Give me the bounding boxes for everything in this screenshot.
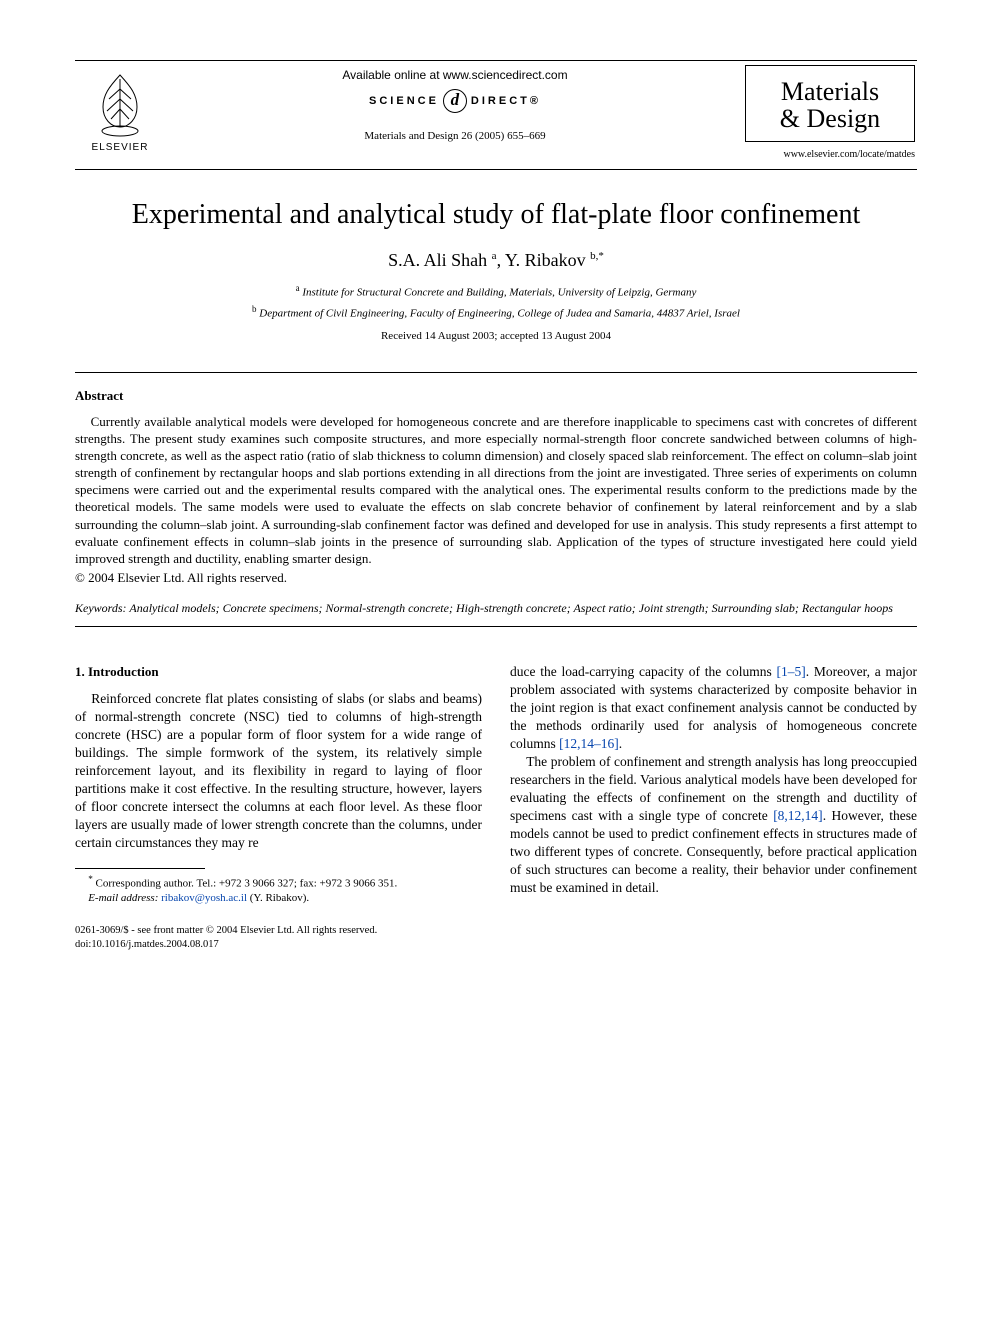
footnote-email-label: E-mail address: [88,892,158,904]
journal-title-line1: Materials [750,78,910,105]
available-online-text: Available online at www.sciencedirect.co… [165,67,745,83]
top-rule [75,60,917,61]
ref-link-12-14-16[interactable]: [12,14–16] [559,736,619,751]
ref-link-8-12-14[interactable]: [8,12,14] [773,808,823,823]
authors-line: S.A. Ali Shah a, Y. Ribakov b,* [75,248,917,272]
publisher-name: ELSEVIER [75,141,165,155]
keywords-text: Analytical models; Concrete specimens; N… [129,601,893,615]
publisher-logo-block: ELSEVIER [75,65,165,155]
front-matter-block: 0261-3069/$ - see front matter © 2004 El… [75,924,482,951]
body-columns: 1. Introduction Reinforced concrete flat… [75,663,917,951]
keywords-label: Keywords: [75,601,127,615]
header-row: ELSEVIER Available online at www.science… [75,65,917,161]
sciencedirect-logo: SCIENCE d DIRECT® [369,89,541,113]
citation-line: Materials and Design 26 (2005) 655–669 [165,129,745,144]
front-matter-line1: 0261-3069/$ - see front matter © 2004 El… [75,924,482,938]
author-2: Y. Ribakov [505,250,586,270]
journal-url: www.elsevier.com/locate/matdes [745,148,915,162]
intro-p1b-end: . [619,736,622,751]
elsevier-tree-icon [89,65,151,139]
affil-a-sup: a [296,283,300,293]
footnote-separator [75,868,205,869]
footnote-email-paren: (Y. Ribakov). [250,892,309,904]
abstract-heading: Abstract [75,387,917,405]
author-1: S.A. Ali Shah [388,250,487,270]
intro-p2: The problem of confinement and strength … [510,753,917,897]
corresponding-author-footnote: * Corresponding author. Tel.: +972 3 906… [75,873,482,906]
abstract-text: Currently available analytical models we… [75,413,917,567]
post-keywords-rule [75,626,917,627]
sd-text-left: SCIENCE [369,94,439,109]
journal-block: Materials & Design www.elsevier.com/loca… [745,65,917,161]
article-dates: Received 14 August 2003; accepted 13 Aug… [75,329,917,344]
journal-title-box: Materials & Design [745,65,915,142]
sd-at-icon: d [443,89,467,113]
article-title: Experimental and analytical study of fla… [75,196,917,234]
author-2-sup: b,* [590,250,604,262]
journal-title-line2: & Design [750,105,910,132]
intro-p1-left: Reinforced concrete flat plates consisti… [75,690,482,852]
doi-line: doi:10.1016/j.matdes.2004.08.017 [75,938,482,952]
header-bottom-rule [75,169,917,170]
author-1-sup: a [492,250,497,262]
abstract-copyright: © 2004 Elsevier Ltd. All rights reserved… [75,569,917,587]
affiliation-a: a Institute for Structural Concrete and … [75,282,917,301]
affil-a-text: Institute for Structural Concrete and Bu… [302,287,696,299]
ref-link-1-5[interactable]: [1–5] [777,664,806,679]
footnote-email-link[interactable]: ribakov@yosh.ac.il [161,892,247,904]
affil-b-sup: b [252,304,257,314]
intro-p1b-before: duce the load-carrying capacity of the c… [510,664,777,679]
footnote-corr-text: Corresponding author. Tel.: +972 3 9066 … [96,878,398,890]
header-center: Available online at www.sciencedirect.co… [165,65,745,144]
affil-b-text: Department of Civil Engineering, Faculty… [259,307,740,319]
keywords-block: Keywords: Analytical models; Concrete sp… [75,601,917,617]
intro-heading: 1. Introduction [75,663,482,680]
footnote-star-icon: * [88,874,93,884]
sd-text-right: DIRECT® [471,94,541,109]
pre-abstract-rule [75,372,917,373]
affiliation-b: b Department of Civil Engineering, Facul… [75,303,917,322]
intro-p1-right: duce the load-carrying capacity of the c… [510,663,917,753]
